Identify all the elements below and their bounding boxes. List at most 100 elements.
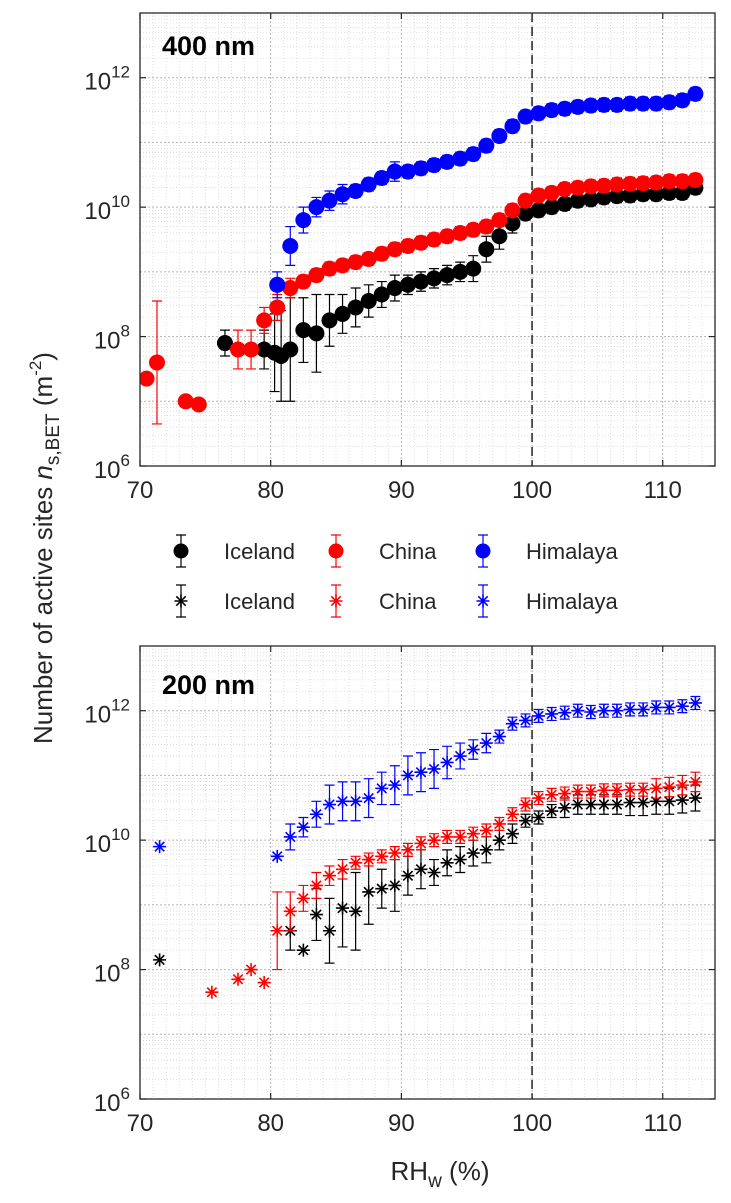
grid bbox=[140, 646, 715, 1099]
data-point bbox=[649, 794, 663, 808]
data-point bbox=[545, 707, 559, 721]
data-point bbox=[349, 794, 363, 808]
data-point bbox=[453, 749, 467, 763]
series-star-1 bbox=[205, 771, 702, 999]
panel-200nm: 70 80 90 100 110 106 108 1010 1012 200 nm bbox=[84, 645, 716, 1137]
data-point bbox=[336, 794, 350, 808]
data-point bbox=[282, 341, 299, 358]
data-point bbox=[257, 976, 271, 990]
data-point bbox=[336, 862, 350, 876]
panel-title: 400 nm bbox=[162, 31, 255, 61]
data-point bbox=[283, 904, 297, 918]
legend-label: Himalaya bbox=[526, 589, 618, 614]
data-point bbox=[401, 843, 415, 857]
data-point bbox=[517, 108, 534, 125]
x-tick-label: 70 bbox=[127, 1110, 154, 1137]
data-point bbox=[426, 157, 443, 174]
data-point bbox=[662, 700, 676, 714]
legend-entry: Iceland bbox=[173, 534, 295, 568]
data-point bbox=[426, 231, 443, 248]
data-point bbox=[362, 853, 376, 867]
y-tick-label: 108 bbox=[94, 955, 130, 988]
series-circle-1 bbox=[140, 171, 704, 425]
x-tick-label: 110 bbox=[644, 477, 682, 504]
data-point bbox=[153, 953, 167, 967]
data-point bbox=[492, 817, 506, 831]
data-point bbox=[322, 924, 336, 938]
data-point bbox=[296, 943, 310, 957]
data-point bbox=[439, 228, 456, 245]
data-point bbox=[519, 814, 533, 828]
data-point bbox=[584, 705, 598, 719]
data-point bbox=[532, 791, 546, 805]
legend-entry: China bbox=[328, 534, 437, 568]
data-point bbox=[479, 843, 493, 857]
legend-marker bbox=[173, 543, 189, 559]
x-tick-label: 90 bbox=[388, 1110, 415, 1137]
legend-label: Iceland bbox=[224, 589, 295, 614]
data-point bbox=[519, 798, 533, 812]
data-points bbox=[140, 85, 704, 425]
data-point bbox=[519, 713, 533, 727]
data-point bbox=[308, 199, 325, 216]
legend-entry: Iceland bbox=[174, 584, 295, 618]
axes-box bbox=[139, 645, 716, 1100]
y-tick-label: 108 bbox=[94, 322, 130, 355]
data-point bbox=[452, 225, 469, 242]
data-point bbox=[530, 105, 547, 122]
data-point bbox=[140, 370, 155, 387]
data-point bbox=[636, 702, 650, 716]
legend-label: Iceland bbox=[224, 539, 295, 564]
data-point bbox=[688, 791, 702, 805]
data-point bbox=[205, 985, 219, 999]
data-point bbox=[545, 804, 559, 818]
data-point bbox=[530, 202, 547, 219]
data-point bbox=[452, 263, 469, 280]
data-point bbox=[688, 775, 702, 789]
y-axis-title-sub: s,BET bbox=[43, 413, 64, 465]
data-point bbox=[479, 823, 493, 837]
legend-label: China bbox=[379, 589, 437, 614]
data-point bbox=[336, 901, 350, 915]
data-point bbox=[505, 827, 519, 841]
data-point bbox=[321, 192, 338, 209]
data-point bbox=[412, 234, 429, 251]
x-axis-title: RHw (%) bbox=[391, 1156, 490, 1192]
legend-marker bbox=[174, 594, 188, 608]
data-point bbox=[465, 146, 482, 163]
data-point bbox=[295, 212, 312, 229]
data-point bbox=[530, 187, 547, 204]
data-point bbox=[492, 833, 506, 847]
series-star-2 bbox=[153, 695, 702, 863]
data-point bbox=[584, 798, 598, 812]
axes-box bbox=[139, 12, 716, 467]
data-point bbox=[571, 798, 585, 812]
data-point bbox=[231, 972, 245, 986]
data-point bbox=[296, 820, 310, 834]
legend-marker bbox=[476, 594, 490, 608]
data-point bbox=[334, 186, 351, 203]
data-point bbox=[309, 878, 323, 892]
x-tick-label: 70 bbox=[127, 477, 154, 504]
data-point bbox=[478, 218, 495, 235]
data-point bbox=[610, 798, 624, 812]
data-point bbox=[623, 796, 637, 810]
data-point bbox=[388, 846, 402, 860]
y-tick-label: 106 bbox=[94, 451, 130, 484]
data-point bbox=[466, 827, 480, 841]
data-point bbox=[347, 254, 364, 271]
data-point bbox=[440, 830, 454, 844]
data-point bbox=[270, 849, 284, 863]
data-point bbox=[556, 100, 573, 117]
data-point bbox=[453, 830, 467, 844]
data-point bbox=[649, 781, 663, 795]
data-point bbox=[153, 840, 167, 854]
data-point bbox=[623, 783, 637, 797]
x-tick-label: 100 bbox=[512, 1110, 552, 1137]
data-point bbox=[375, 882, 389, 896]
legend-entry: China bbox=[329, 584, 437, 618]
data-point bbox=[148, 354, 165, 371]
data-point bbox=[388, 878, 402, 892]
y-axis-title-unit: (m bbox=[28, 376, 58, 414]
